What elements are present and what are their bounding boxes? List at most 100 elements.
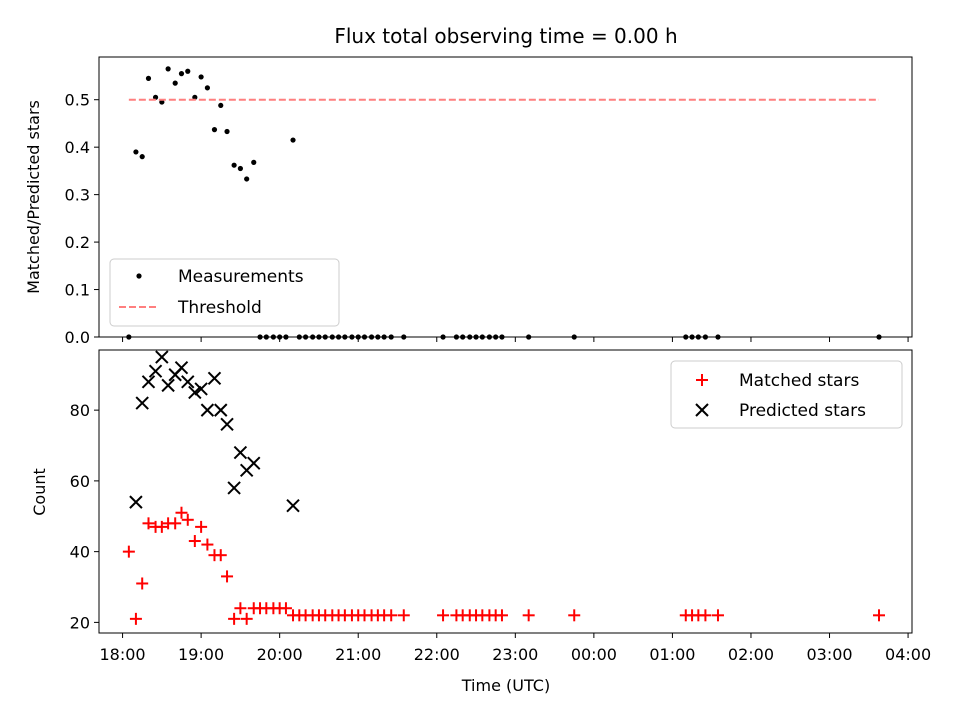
point-predicted-stars: [220, 417, 234, 431]
point-measurements: [159, 99, 165, 105]
top-panel-y-ticks: 0.0 0.1 0.2 0.3 0.4 0.5: [65, 91, 99, 347]
top-panel: 0.0 0.1 0.2 0.3 0.4 0.5 Matched/Predicted sta…: [24, 56, 913, 347]
point-measurements: [133, 149, 139, 155]
point-predicted-stars: [227, 481, 241, 495]
point-predicted-stars: [148, 364, 163, 378]
bottom-panel-marks: [122, 350, 886, 625]
top-y-tick-label: 0.4: [65, 138, 90, 157]
top-legend: Measurements Threshold: [109, 258, 340, 327]
point-predicted-stars: [174, 360, 189, 375]
bottom-y-tick-label: 80: [70, 401, 90, 420]
point-predicted-stars: [233, 445, 248, 460]
point-predicted-stars: [129, 495, 143, 509]
bottom-panel-y-ticks: 20 40 60 80: [70, 401, 99, 632]
bottom-legend: Matched stars Predicted stars: [670, 360, 903, 429]
point-predicted-stars: [188, 385, 202, 400]
point-measurements: [192, 94, 198, 100]
point-predicted-stars: [141, 375, 156, 389]
point-matched-stars: [142, 517, 155, 530]
x-tick-label: 19:00: [178, 645, 224, 664]
chart-title: Flux total observing time = 0.00 h: [334, 24, 677, 48]
legend-label-threshold: Threshold: [177, 298, 262, 318]
point-predicted-stars: [214, 403, 228, 417]
point-matched-stars: [240, 612, 253, 625]
point-predicted-stars: [207, 371, 222, 386]
point-matched-stars: [214, 549, 227, 562]
point-matched-stars: [136, 577, 149, 590]
bottom-panel-x-ticks: 18:00 19:00 20:00 21:00 22:00 23:00 00:00 01:00…: [100, 633, 931, 664]
top-y-tick-label: 0.5: [65, 91, 90, 110]
point-matched-stars: [155, 520, 168, 533]
point-predicted-stars: [135, 396, 149, 410]
point-measurements: [165, 66, 171, 72]
x-tick-label: 03:00: [806, 645, 852, 664]
point-measurements: [172, 80, 178, 86]
x-tick-label: 01:00: [649, 645, 695, 664]
point-matched-stars: [188, 535, 201, 548]
point-matched-stars: [495, 609, 508, 622]
bottom-panel-ylabel: Count: [30, 468, 49, 516]
top-y-tick-label: 0.1: [65, 281, 90, 300]
point-matched-stars: [873, 609, 886, 622]
x-tick-label: 20:00: [257, 645, 303, 664]
point-matched-stars: [228, 612, 241, 625]
point-measurements: [152, 94, 159, 100]
x-tick-label: 23:00: [492, 645, 538, 664]
legend-label-predicted-stars: Predicted stars: [739, 401, 866, 421]
point-matched-stars: [711, 609, 724, 622]
point-matched-stars: [568, 609, 581, 622]
point-matched-stars: [437, 609, 450, 622]
point-measurements: [145, 75, 152, 81]
legend-label-measurements: Measurements: [178, 267, 304, 287]
point-measurements: [237, 165, 243, 172]
top-panel-ylabel: Matched/Predicted stars: [24, 100, 43, 294]
legend-label-matched-stars: Matched stars: [739, 371, 859, 391]
x-tick-label: 18:00: [100, 645, 146, 664]
bottom-y-tick-label: 20: [70, 613, 90, 632]
point-measurements: [218, 102, 224, 109]
point-predicted-stars: [194, 382, 208, 396]
x-tick-label: 22:00: [414, 645, 460, 664]
point-measurements: [231, 162, 237, 168]
top-y-tick-label: 0.0: [65, 328, 90, 347]
point-matched-stars: [175, 506, 188, 519]
legend-marker-matched-stars: [696, 374, 708, 386]
x-tick-label: 02:00: [728, 645, 774, 664]
legend-marker-measurements: [136, 273, 142, 279]
point-matched-stars: [169, 517, 182, 530]
point-matched-stars: [122, 545, 135, 558]
point-matched-stars: [201, 538, 214, 551]
top-legend-box: [109, 258, 340, 327]
point-measurements: [185, 68, 191, 74]
point-measurements: [251, 159, 257, 165]
point-predicted-stars: [155, 350, 169, 364]
point-measurements: [224, 128, 230, 135]
point-matched-stars: [385, 609, 398, 622]
point-predicted-stars: [286, 498, 300, 513]
bottom-y-tick-label: 40: [70, 543, 90, 562]
x-axis-label: Time (UTC): [461, 676, 550, 695]
x-tick-label: 04:00: [885, 645, 931, 664]
point-measurements: [139, 154, 145, 160]
point-measurements: [204, 85, 210, 91]
point-matched-stars: [181, 513, 194, 526]
point-matched-stars: [195, 520, 208, 533]
top-y-tick-label: 0.2: [65, 233, 90, 252]
top-y-tick-label: 0.3: [65, 186, 90, 205]
point-measurements: [211, 127, 218, 133]
point-predicted-stars: [181, 375, 195, 389]
point-predicted-stars: [200, 403, 215, 417]
bottom-legend-box: [670, 360, 903, 429]
point-matched-stars: [279, 602, 292, 615]
point-matched-stars: [522, 609, 535, 622]
point-matched-stars: [221, 570, 234, 583]
x-tick-label: 21:00: [335, 645, 381, 664]
point-measurements: [244, 176, 250, 182]
top-panel-frame: [98, 56, 913, 338]
point-matched-stars: [234, 602, 247, 615]
point-measurements: [198, 74, 204, 80]
bottom-y-tick-label: 60: [70, 472, 90, 491]
bottom-panel: 20 40 60 80 18:00 19:00 20:00 21:00 22:00 23:00 0…: [30, 349, 931, 695]
bottom-panel-frame: [98, 349, 913, 634]
